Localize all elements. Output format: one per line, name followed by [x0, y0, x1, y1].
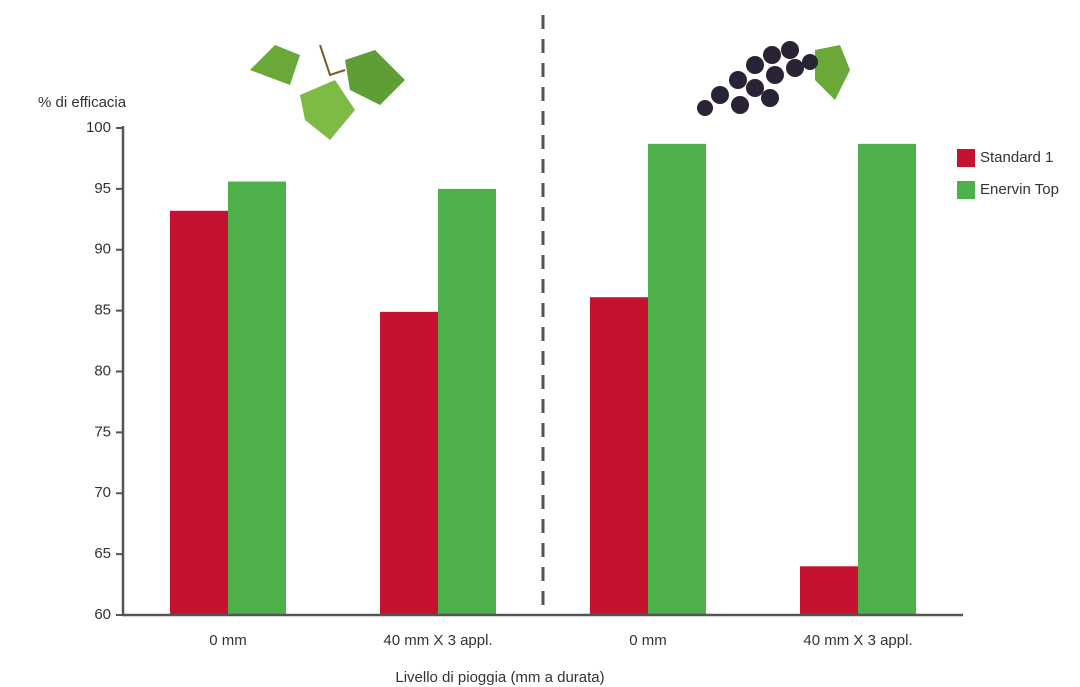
legend-swatch: [957, 149, 975, 167]
x-tick-label: 40 mm X 3 appl.: [803, 632, 912, 649]
y-tick-label: 75: [94, 423, 111, 440]
bar: [800, 566, 858, 615]
legend-swatch: [957, 181, 975, 199]
legend-label: Enervin Top: [980, 181, 1059, 198]
leaf-icon: [250, 44, 405, 140]
x-tick-label: 0 mm: [629, 632, 667, 649]
y-tick-label: 80: [94, 362, 111, 379]
bar: [228, 181, 286, 615]
y-tick-label: 95: [94, 180, 111, 197]
bar: [170, 210, 228, 616]
y-tick-label: 85: [94, 302, 111, 319]
bar: [858, 143, 916, 615]
x-tick-label: 40 mm X 3 appl.: [383, 632, 492, 649]
x-tick-label: 0 mm: [209, 632, 247, 649]
bar: [590, 297, 648, 615]
bar: [438, 188, 496, 615]
y-tick-label: 65: [94, 545, 111, 562]
bar: [648, 143, 706, 615]
x-axis-title: Livello di pioggia (mm a durata): [395, 669, 604, 686]
grape-icon: [697, 41, 850, 116]
y-axis-title: % di efficacia: [38, 94, 127, 111]
y-tick-label: 100: [86, 119, 111, 136]
y-tick-label: 90: [94, 241, 111, 258]
y-tick-label: 60: [94, 606, 111, 623]
bar: [380, 311, 438, 615]
y-tick-label: 70: [94, 484, 111, 501]
legend-label: Standard 1: [980, 149, 1053, 166]
